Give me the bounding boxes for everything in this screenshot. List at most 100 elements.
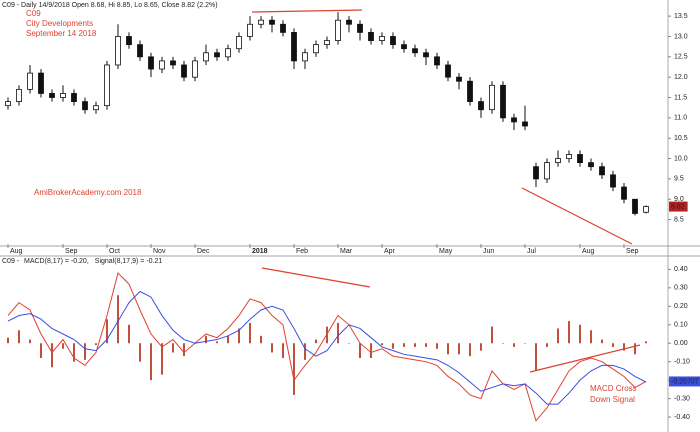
- series-line: [7, 272, 647, 422]
- x-tick-label: Apr: [384, 248, 396, 255]
- last-value-box: [669, 201, 688, 212]
- histogram-bar: [18, 330, 20, 344]
- candle-body: [401, 44, 407, 50]
- histogram-bar: [282, 343, 284, 358]
- candle-body: [346, 19, 352, 25]
- histogram-bar: [436, 343, 438, 349]
- candle-body: [214, 52, 220, 58]
- candle-body: [324, 40, 330, 46]
- candle-body: [632, 198, 638, 214]
- histogram-bar: [84, 343, 86, 360]
- histogram-bar: [172, 343, 174, 353]
- candle-body: [159, 60, 165, 70]
- candle-body: [544, 162, 550, 180]
- candle-body: [500, 84, 506, 119]
- histogram-bar: [579, 324, 581, 344]
- histogram-bar: [623, 343, 625, 351]
- histogram-bar: [513, 343, 515, 347]
- x-tick-label: 2018: [252, 248, 268, 255]
- histogram-bar: [557, 328, 559, 344]
- candle-body: [368, 32, 374, 41]
- last-value: 8.82: [669, 201, 688, 212]
- histogram-bar: [546, 343, 548, 347]
- candle-body: [280, 23, 286, 33]
- histogram-bar: [370, 343, 372, 358]
- histogram-bar: [150, 343, 152, 381]
- y-tick-label: 11.5: [674, 94, 687, 101]
- x-tick-label: Sep: [65, 248, 78, 255]
- histogram-bar: [392, 343, 394, 349]
- candle-body: [126, 36, 132, 46]
- y-tick-label: 13.0: [674, 33, 688, 40]
- trend-line: [521, 187, 633, 245]
- x-tick-label: Mar: [340, 248, 353, 255]
- candle-body: [148, 56, 154, 70]
- candle-body: [203, 52, 209, 62]
- histogram-bar: [106, 319, 108, 344]
- histogram-bar: [249, 322, 251, 344]
- x-tick-label: Dec: [197, 248, 210, 255]
- histogram-bar: [425, 343, 427, 347]
- last-value-box: [669, 376, 700, 387]
- candle-body: [137, 44, 143, 58]
- annotation: AmiBrokerAcademy.com 2018: [34, 188, 142, 197]
- histogram-bar: [304, 343, 306, 360]
- histogram-bar: [73, 343, 75, 362]
- y-tick-label: -0.30: [674, 395, 690, 402]
- y-tick-label: 0.20: [674, 303, 688, 310]
- candle-body: [478, 101, 484, 111]
- y-tick-label: 12.0: [674, 74, 688, 81]
- candle-body: [412, 48, 418, 54]
- x-tick-label: Feb: [296, 248, 308, 255]
- candle-body: [588, 162, 594, 168]
- histogram-bar: [139, 343, 141, 362]
- y-tick-label: 0.40: [674, 266, 688, 273]
- histogram-bar: [601, 339, 603, 344]
- candle-body: [621, 186, 627, 200]
- y-tick-label: 10.0: [674, 155, 688, 162]
- candle-body: [104, 64, 110, 107]
- last-value: -0.20707: [669, 376, 700, 387]
- x-tick-label: Jul: [527, 248, 536, 255]
- histogram-bar: [205, 335, 207, 344]
- legend-entry: MACD(8,17) = -0.20,: [24, 258, 89, 265]
- annotation: September 14 2018: [26, 29, 97, 38]
- candle-body: [49, 93, 55, 98]
- histogram-bar: [315, 339, 317, 344]
- price-header: C09 - Daily 14/9/2018 Open 8.68, Hi 8.85…: [2, 2, 218, 9]
- histogram-bar: [40, 343, 42, 358]
- candle-body: [599, 166, 605, 176]
- candle-body: [236, 36, 242, 50]
- candle-body: [60, 93, 66, 98]
- y-tick-label: 13.5: [674, 13, 688, 20]
- histogram-bar: [612, 343, 614, 347]
- histogram-bar: [51, 343, 53, 368]
- candle-body: [379, 36, 385, 41]
- candle-body: [533, 166, 539, 180]
- candle-body: [423, 52, 429, 58]
- candle-body: [170, 60, 176, 66]
- annotation: C09: [26, 9, 41, 18]
- histogram-bar: [183, 343, 185, 357]
- y-tick-label: -0.40: [674, 414, 690, 421]
- candle-body: [390, 36, 396, 46]
- histogram-bar: [117, 295, 119, 344]
- y-tick-label: 0.10: [674, 322, 688, 329]
- candle-body: [434, 56, 440, 66]
- candle-body: [82, 101, 88, 111]
- histogram-bar: [271, 343, 273, 353]
- histogram-bar: [645, 341, 647, 344]
- candle-body: [522, 121, 528, 127]
- candle-body: [258, 19, 264, 25]
- histogram-bar: [414, 343, 416, 347]
- macd-header: C09 -: [2, 258, 20, 265]
- histogram-bar: [480, 343, 482, 351]
- candle-body: [5, 101, 11, 107]
- y-tick-label: 0.30: [674, 285, 688, 292]
- trend-line: [261, 267, 371, 288]
- histogram-bar: [634, 343, 636, 355]
- candle-body: [610, 174, 616, 188]
- candle-body: [643, 206, 649, 213]
- candle-body: [192, 60, 198, 78]
